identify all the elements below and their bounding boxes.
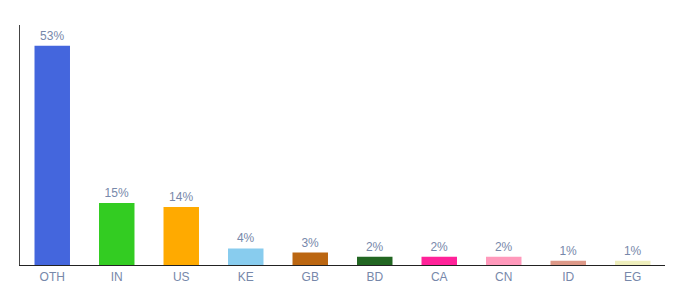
svg-text:CA: CA — [431, 270, 448, 284]
svg-text:53%: 53% — [40, 29, 64, 43]
svg-text:14%: 14% — [169, 190, 193, 204]
svg-text:GB: GB — [302, 270, 319, 284]
svg-text:US: US — [173, 270, 190, 284]
svg-text:2%: 2% — [495, 240, 513, 254]
svg-text:OTH: OTH — [40, 270, 65, 284]
svg-text:3%: 3% — [301, 236, 319, 250]
svg-text:15%: 15% — [105, 186, 129, 200]
svg-text:2%: 2% — [366, 240, 384, 254]
svg-text:2%: 2% — [430, 240, 448, 254]
svg-text:BD: BD — [366, 270, 383, 284]
svg-text:ID: ID — [562, 270, 574, 284]
svg-text:1%: 1% — [559, 244, 577, 258]
svg-text:4%: 4% — [237, 231, 255, 245]
svg-text:EG: EG — [624, 270, 641, 284]
svg-text:IN: IN — [111, 270, 123, 284]
svg-text:1%: 1% — [624, 244, 642, 258]
svg-text:CN: CN — [495, 270, 512, 284]
svg-text:KE: KE — [238, 270, 254, 284]
